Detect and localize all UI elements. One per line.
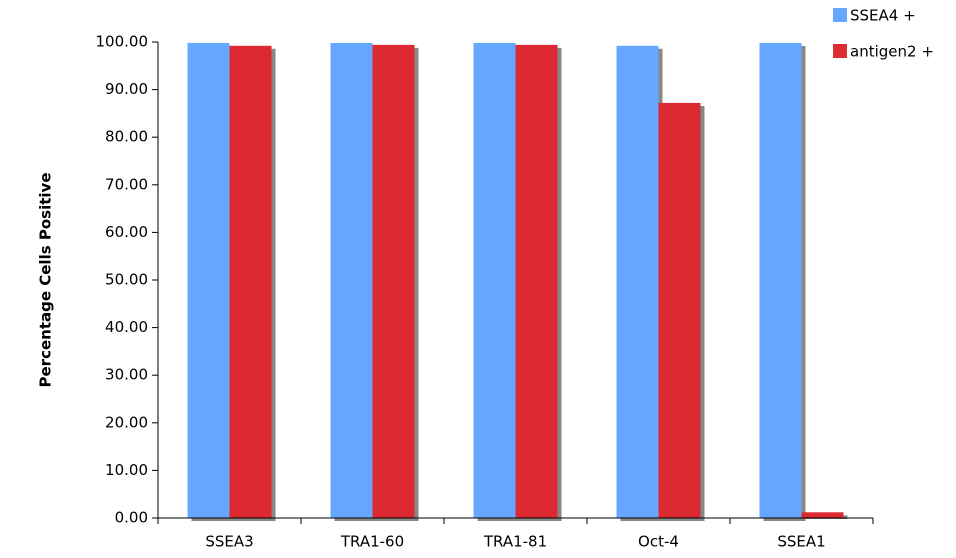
y-tick-label: 50.00	[105, 271, 148, 289]
legend-label: antigen2 +	[850, 43, 934, 61]
bar	[515, 44, 558, 519]
y-tick-label: 40.00	[105, 318, 148, 336]
y-tick-label: 60.00	[105, 223, 148, 241]
legend-swatch	[833, 8, 847, 22]
bar	[616, 45, 659, 519]
y-tick-label: 100.00	[96, 33, 149, 51]
y-axis-label: Percentage Cells Positive	[37, 173, 55, 388]
x-tick-label: SSEA1	[777, 533, 825, 551]
x-tick-label: TRA1-60	[340, 533, 404, 551]
bar	[187, 42, 230, 519]
y-tick-label: 20.00	[105, 413, 148, 431]
y-tick-label: 10.00	[105, 461, 148, 479]
bar	[372, 44, 415, 519]
legend-label: SSEA4 +	[850, 7, 916, 25]
bar	[330, 42, 373, 519]
bar	[658, 102, 701, 518]
legend-swatch	[833, 44, 847, 58]
y-tick-label: 0.00	[115, 509, 148, 527]
bar	[229, 45, 272, 519]
x-tick-label: TRA1-81	[483, 533, 547, 551]
bar	[473, 42, 516, 519]
y-tick-label: 80.00	[105, 128, 148, 146]
x-tick-label: SSEA3	[205, 533, 253, 551]
x-tick-label: Oct-4	[638, 533, 679, 551]
y-tick-label: 30.00	[105, 366, 148, 384]
bar	[801, 512, 844, 518]
y-tick-label: 70.00	[105, 175, 148, 193]
bar	[759, 42, 802, 519]
y-tick-label: 90.00	[105, 80, 148, 98]
